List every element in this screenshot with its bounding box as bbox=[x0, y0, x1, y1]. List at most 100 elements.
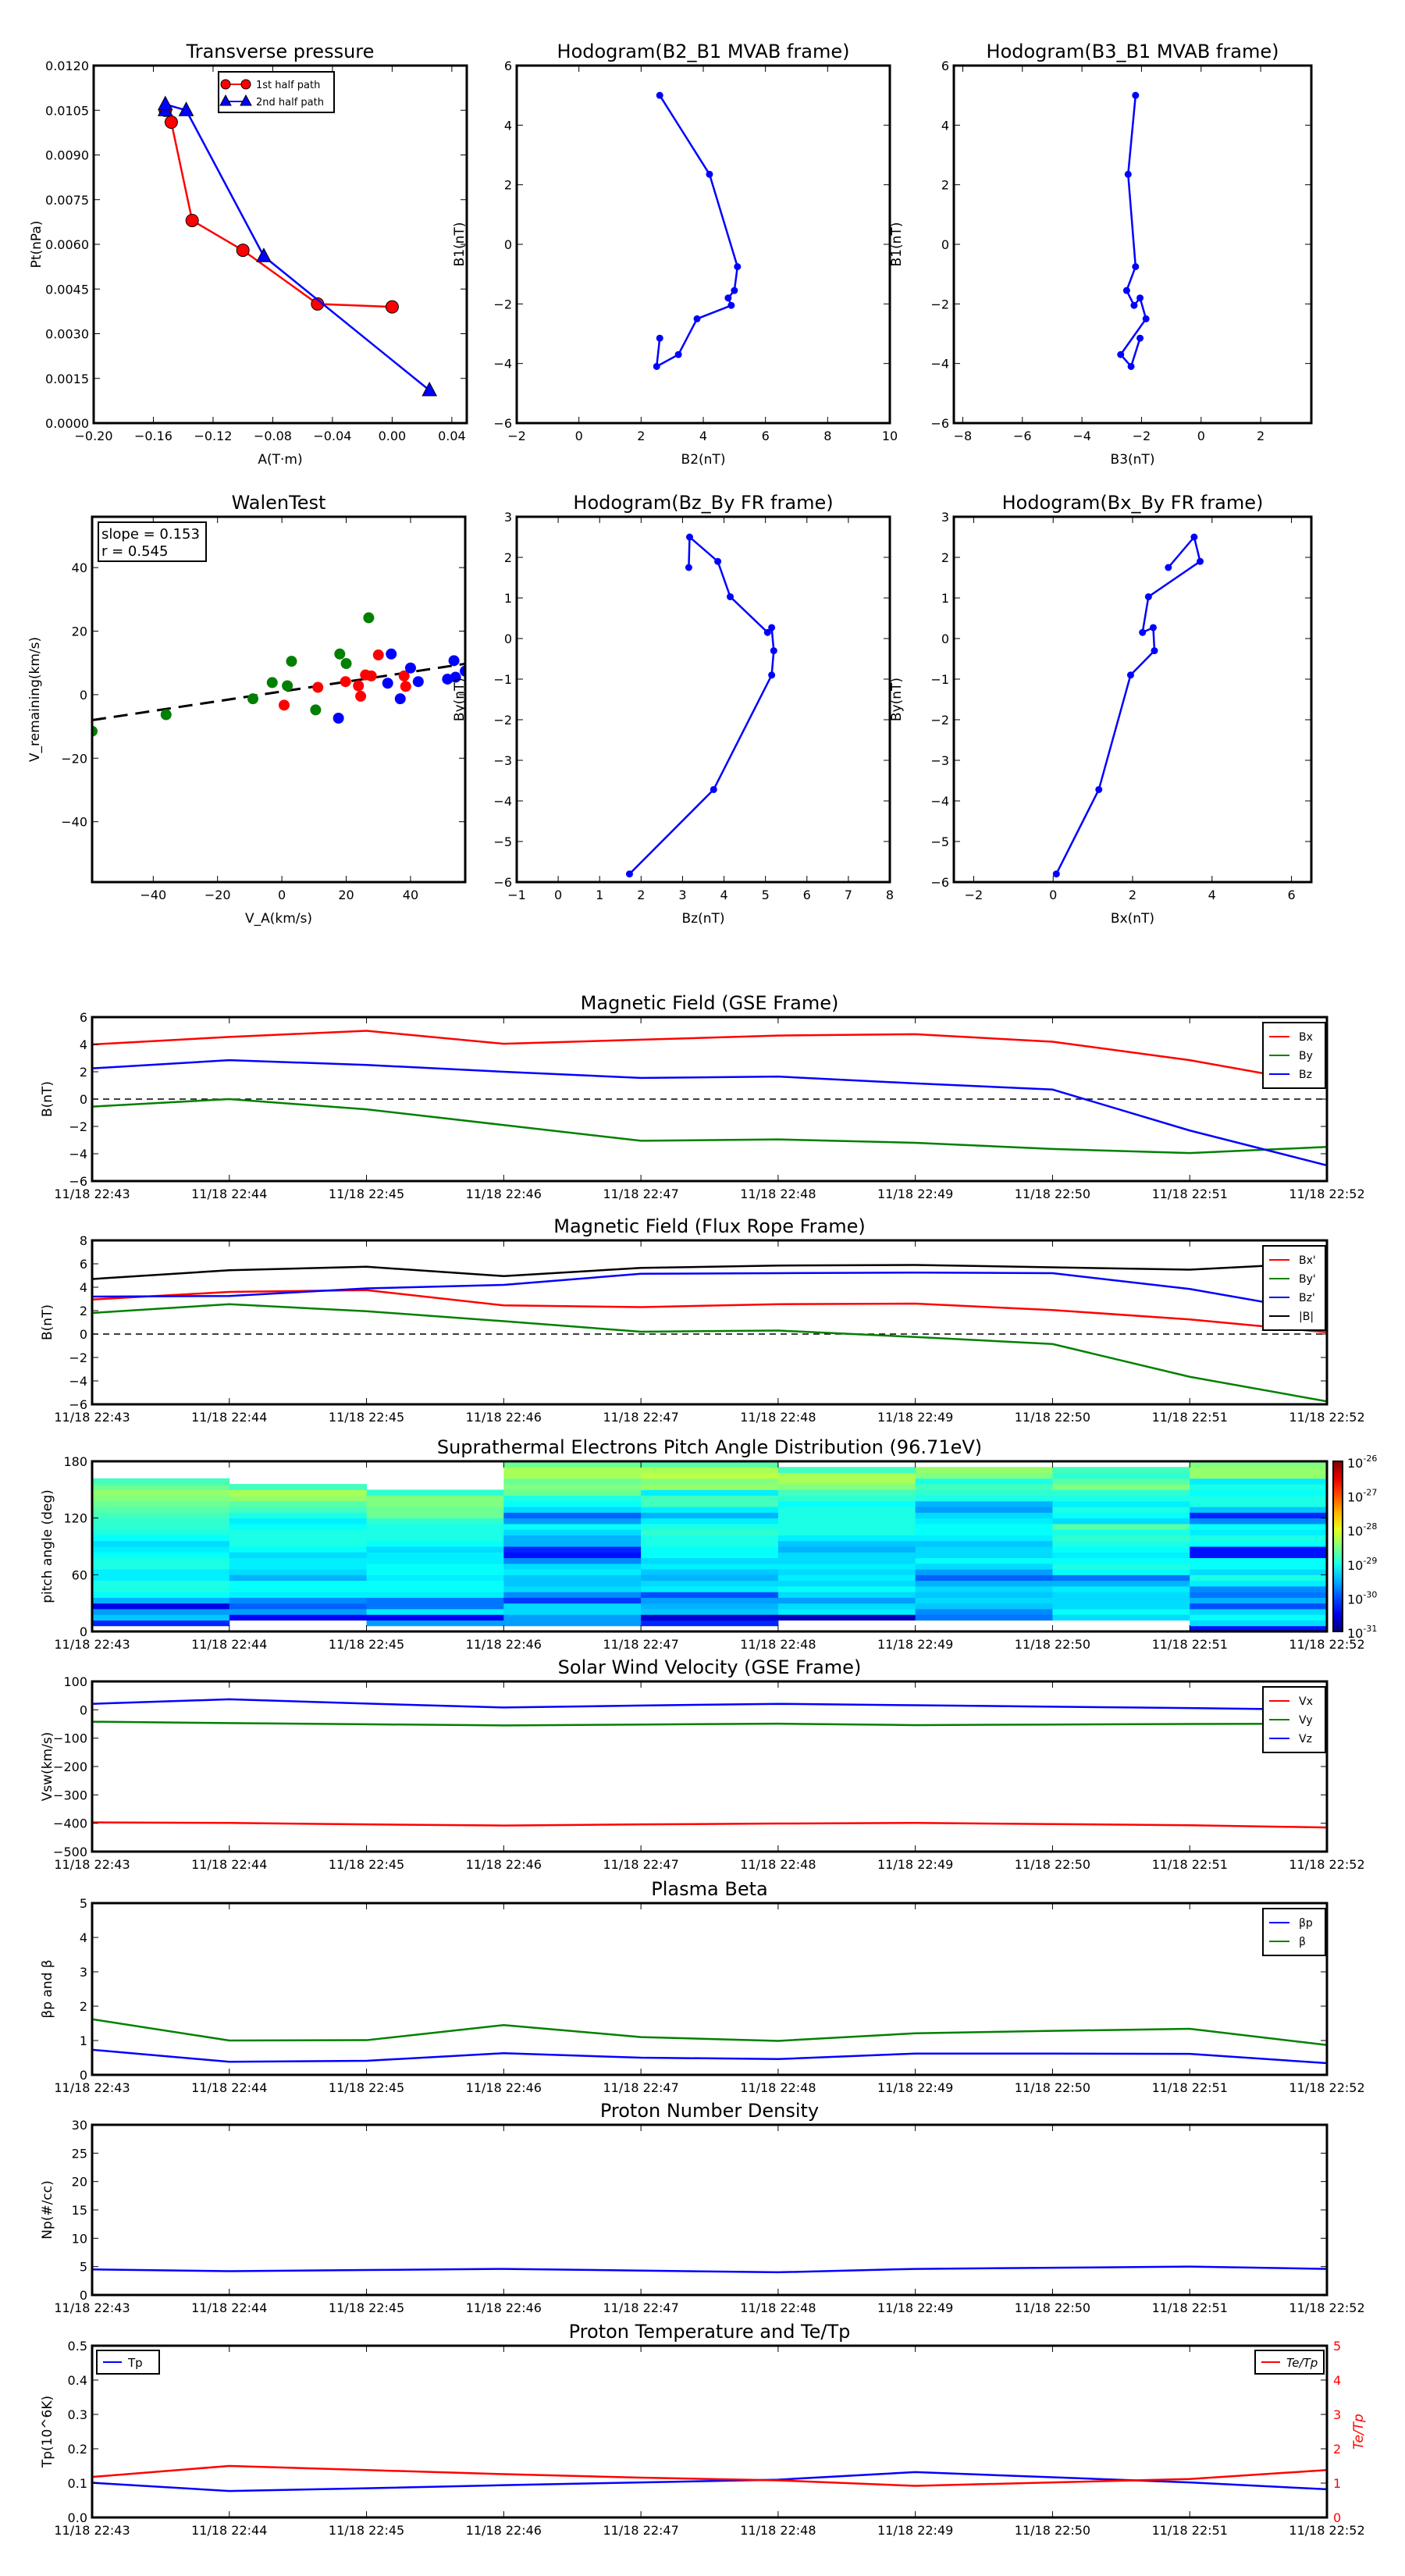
heatmap-cell bbox=[229, 1557, 368, 1564]
x-tick-label: 11/18 22:48 bbox=[740, 2300, 816, 2315]
data-point bbox=[164, 116, 178, 130]
data-point bbox=[422, 381, 438, 397]
series-line-Te/Tp bbox=[92, 2464, 1327, 2487]
y-tick-label: −2 bbox=[930, 713, 949, 728]
heatmap-cell bbox=[366, 1557, 504, 1564]
x-tick-label: 0.00 bbox=[379, 429, 407, 443]
colorbar-tick-base: 10 bbox=[1347, 1626, 1363, 1641]
annotation-box bbox=[98, 521, 207, 562]
heatmap-cell bbox=[1052, 1517, 1190, 1525]
heatmap-cell bbox=[641, 1478, 779, 1485]
heatmap-cell bbox=[777, 1574, 916, 1582]
x-tick-label: 11/18 22:46 bbox=[466, 1637, 542, 1652]
heatmap-cell bbox=[777, 1563, 916, 1570]
y-tick-label: 2 bbox=[80, 1065, 87, 1080]
series-line bbox=[1119, 95, 1147, 368]
data-point bbox=[363, 612, 375, 624]
x-tick-label: 11/18 22:43 bbox=[54, 1410, 130, 1425]
x-tick-label: 11/18 22:46 bbox=[466, 1410, 542, 1425]
data-point bbox=[1052, 870, 1060, 878]
heatmap-cell bbox=[641, 1517, 779, 1525]
data-point bbox=[706, 170, 713, 178]
heatmap-cell bbox=[92, 1500, 230, 1507]
data-point bbox=[398, 670, 410, 681]
heatmap-cell bbox=[366, 1546, 504, 1553]
heatmap-cell bbox=[1190, 1535, 1327, 1542]
series-Bz-By bbox=[625, 533, 777, 878]
heatmap-cell bbox=[1190, 1603, 1327, 1610]
heatmap-cell bbox=[777, 1467, 916, 1474]
legend-label: Tp bbox=[127, 2356, 143, 2370]
heatmap-cell bbox=[92, 1552, 230, 1559]
y-tick-label: −20 bbox=[61, 751, 87, 766]
data-point bbox=[279, 699, 290, 711]
heatmap-cell bbox=[92, 1489, 230, 1496]
heatmap-cell bbox=[503, 1597, 642, 1604]
heatmap-cell bbox=[92, 1563, 230, 1570]
data-point bbox=[1126, 671, 1134, 679]
x-tick-label: 11/18 22:50 bbox=[1015, 2523, 1090, 2538]
y-tick-label: −6 bbox=[493, 875, 512, 890]
chart-hodogram-b2-b1: Hodogram(B2_B1 MVAB frame) B2(nT) B1(nT) −2… bbox=[452, 41, 898, 468]
heatmap-cell bbox=[915, 1472, 1053, 1479]
chart-walen-test: WalenTest V_A(km/s) V_remaining(km/s) −40 −2… bbox=[27, 492, 467, 927]
heatmap-cell bbox=[915, 1603, 1053, 1610]
x-tick-label: 11/18 22:49 bbox=[877, 1857, 953, 1872]
series-line-Vx bbox=[92, 1821, 1327, 1829]
x-tick-label: 11/18 22:51 bbox=[1152, 2523, 1228, 2538]
y-tick-label: 0.0120 bbox=[45, 59, 89, 73]
heatmap-cell bbox=[366, 1495, 504, 1502]
heatmap-cell bbox=[777, 1472, 916, 1479]
heatmap-cell bbox=[641, 1557, 779, 1564]
heatmap-cell bbox=[503, 1585, 642, 1592]
y2-tick-label: 0 bbox=[1333, 2510, 1341, 2525]
series-B2-B1 bbox=[653, 91, 742, 370]
heatmap-cell bbox=[1052, 1614, 1190, 1621]
chart-hodogram-bx-by: Hodogram(Bx_By FR frame) Bx(nT) By(nT) −2 0 2… bbox=[889, 492, 1313, 927]
heatmap-cell bbox=[229, 1507, 368, 1513]
data-point bbox=[1165, 564, 1172, 571]
x-tick-label: 2 bbox=[637, 888, 645, 902]
heatmap-cell bbox=[366, 1608, 504, 1615]
x-tick-label: 2 bbox=[637, 429, 645, 443]
chart-title: Hodogram(B3_B1 MVAB frame) bbox=[987, 41, 1279, 62]
heatmap-cell bbox=[1190, 1484, 1327, 1490]
series-Bx-By bbox=[1052, 533, 1204, 878]
data-point bbox=[763, 628, 771, 636]
y-tick-label: 20 bbox=[72, 624, 87, 639]
x-axis-label: V_A(km/s) bbox=[245, 911, 312, 927]
heatmap-cell bbox=[366, 1512, 504, 1519]
legend-marker bbox=[240, 79, 251, 90]
colorbar bbox=[1332, 1461, 1343, 1632]
data-point bbox=[1124, 170, 1132, 178]
y-tick-label: 4 bbox=[80, 1037, 87, 1052]
colorbar-tick-exponent: -27 bbox=[1363, 1488, 1377, 1498]
heatmap-cell bbox=[503, 1478, 642, 1485]
y-tick-label: 5 bbox=[80, 2260, 87, 2275]
y-tick-label: −4 bbox=[493, 794, 512, 809]
colorbar-tick-label: 10-26 bbox=[1347, 1453, 1377, 1471]
heatmap-cell bbox=[1052, 1529, 1190, 1535]
heatmap-cell bbox=[915, 1489, 1053, 1496]
heatmap-cell bbox=[1190, 1478, 1327, 1485]
heatmap-cell bbox=[229, 1546, 368, 1553]
heatmap-cell bbox=[1190, 1467, 1327, 1474]
x-tick-label: 40 bbox=[403, 888, 418, 902]
heatmap-cell bbox=[366, 1535, 504, 1542]
y-tick-label: 40 bbox=[72, 560, 87, 575]
data-point bbox=[178, 101, 194, 116]
heatmap-cell bbox=[915, 1517, 1053, 1525]
heatmap-cell bbox=[641, 1614, 779, 1621]
colorbar-tick-base: 10 bbox=[1347, 1592, 1363, 1606]
legend-label: |B| bbox=[1299, 1311, 1314, 1323]
heatmap-cell bbox=[503, 1614, 642, 1621]
x-tick-label: 20 bbox=[338, 888, 354, 902]
x-tick-label: 6 bbox=[803, 888, 811, 902]
heatmap-cell bbox=[503, 1540, 642, 1547]
heatmap-cell bbox=[366, 1569, 504, 1575]
y-tick-label: −4 bbox=[930, 357, 949, 372]
x-tick-label: 11/18 22:44 bbox=[191, 2080, 267, 2095]
heatmap-cell bbox=[1190, 1517, 1327, 1525]
y-tick-label: 120 bbox=[63, 1511, 87, 1526]
x-tick-label: 11/18 22:51 bbox=[1152, 1857, 1228, 1872]
